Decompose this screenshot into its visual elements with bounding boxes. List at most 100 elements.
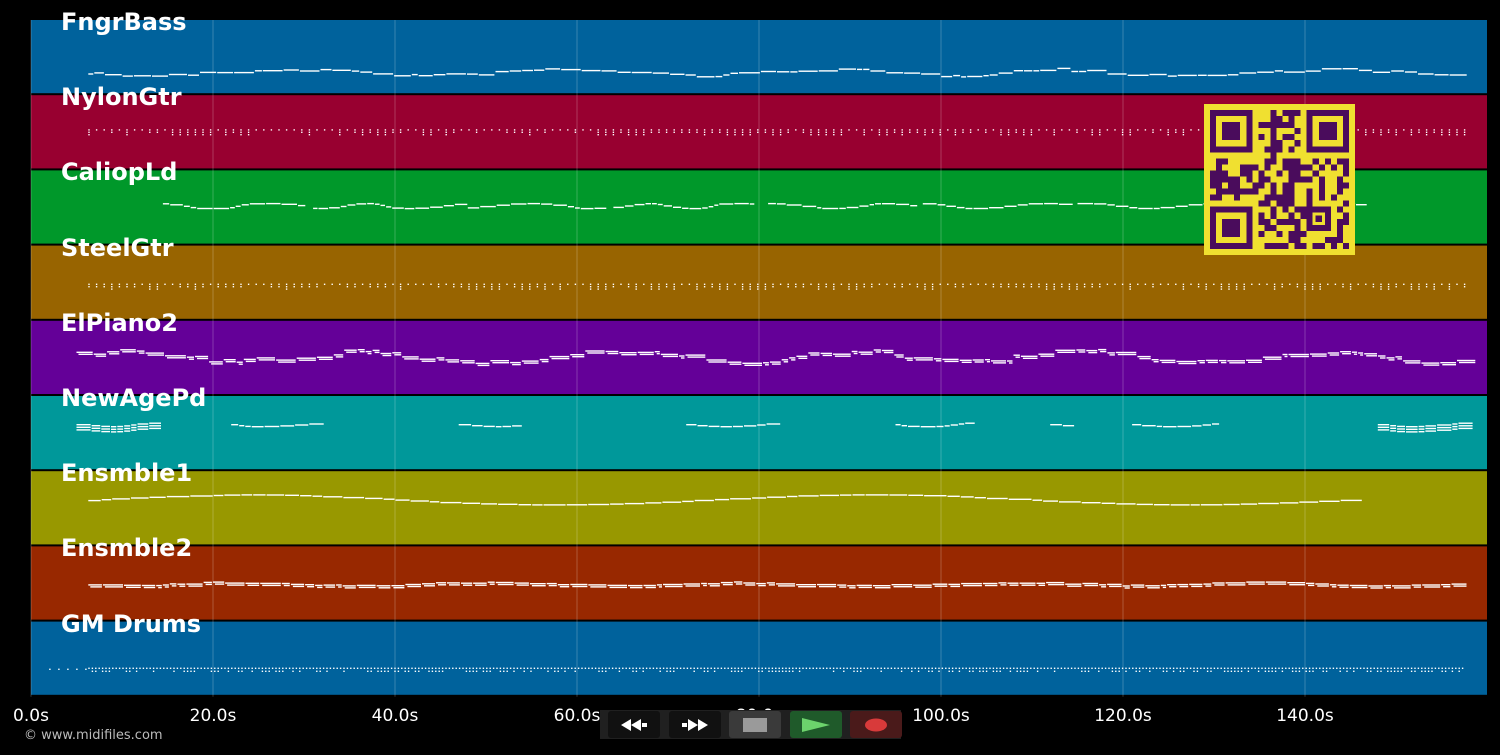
midi-note	[605, 131, 607, 133]
midi-note	[802, 286, 805, 288]
midi-note	[1013, 70, 1024, 72]
midi-note	[741, 283, 744, 285]
midi-note	[989, 667, 991, 669]
midi-note	[438, 670, 440, 672]
midi-note	[190, 206, 197, 209]
midi-note	[326, 670, 328, 672]
midi-note	[1251, 667, 1253, 669]
midi-note	[133, 283, 136, 285]
midi-note	[1418, 283, 1420, 285]
midi-note	[893, 283, 896, 285]
midi-note	[761, 670, 763, 672]
midi-note	[1138, 670, 1141, 672]
midi-note	[1336, 667, 1338, 669]
midi-note	[682, 500, 694, 503]
midi-note	[1186, 667, 1188, 669]
rewind-button[interactable]	[608, 711, 660, 738]
midi-note	[1365, 129, 1367, 131]
midi-note	[404, 207, 415, 210]
midi-note	[422, 134, 425, 136]
midi-note	[1329, 584, 1337, 586]
midi-note	[1437, 424, 1452, 426]
midi-note	[1172, 667, 1175, 669]
midi-note	[1109, 585, 1122, 588]
midi-note	[1107, 352, 1115, 354]
midi-note	[625, 667, 627, 669]
midi-note	[301, 283, 303, 285]
midi-note	[225, 286, 227, 288]
track-lane	[31, 621, 1487, 695]
midi-note	[893, 131, 896, 133]
midi-note	[852, 494, 865, 496]
midi-note	[916, 286, 919, 288]
midi-note	[549, 355, 570, 358]
midi-note	[312, 667, 315, 669]
midi-note	[901, 425, 907, 427]
midi-note	[101, 428, 110, 430]
midi-note	[1458, 667, 1460, 669]
midi-note	[1334, 283, 1337, 285]
midi-note	[1284, 71, 1305, 73]
fast-forward-button[interactable]	[668, 711, 721, 738]
midi-note	[1240, 503, 1258, 505]
midi-note	[756, 582, 766, 585]
midi-note	[632, 670, 634, 672]
midi-note	[766, 423, 781, 425]
midi-note	[975, 667, 978, 669]
midi-note	[1200, 667, 1202, 669]
midi-note	[611, 667, 614, 669]
midi-note	[342, 585, 356, 587]
midi-note	[605, 129, 607, 131]
midi-note	[730, 670, 733, 672]
midi-note	[778, 670, 780, 672]
midi-note	[1403, 360, 1421, 362]
midi-note	[382, 354, 392, 357]
midi-note	[190, 667, 192, 669]
midi-note	[475, 283, 478, 285]
midi-note	[305, 667, 308, 669]
record-button[interactable]	[850, 711, 902, 738]
midi-note	[1441, 134, 1443, 136]
midi-note	[1129, 131, 1131, 133]
midi-note	[734, 134, 736, 136]
midi-note	[1061, 129, 1063, 131]
midi-note	[772, 129, 774, 131]
midi-note	[173, 667, 175, 669]
midi-note	[1431, 670, 1433, 672]
midi-note	[1331, 586, 1337, 588]
midi-note	[931, 288, 934, 290]
midi-note	[810, 131, 812, 133]
midi-note	[377, 670, 379, 672]
midi-note	[1441, 667, 1443, 669]
midi-note	[1418, 428, 1425, 430]
midi-note	[232, 131, 235, 133]
midi-note	[734, 670, 736, 672]
midi-note	[347, 204, 356, 206]
midi-note	[1448, 283, 1451, 285]
midi-note	[298, 359, 316, 361]
midi-note	[232, 129, 235, 131]
midi-note	[135, 667, 138, 669]
midi-note	[437, 286, 440, 288]
midi-note	[1023, 129, 1025, 131]
midi-note	[726, 131, 729, 133]
midi-note	[88, 131, 90, 133]
midi-note	[622, 667, 624, 669]
midi-note	[1319, 500, 1340, 502]
midi-note	[305, 584, 315, 586]
stop-button[interactable]	[729, 711, 781, 738]
midi-note	[1400, 670, 1403, 672]
midi-note	[329, 667, 332, 669]
midi-note	[1038, 584, 1046, 586]
midi-note	[656, 667, 658, 669]
midi-note	[1458, 422, 1473, 424]
midi-note	[271, 667, 274, 669]
play-button[interactable]	[789, 711, 842, 738]
midi-note	[703, 584, 707, 587]
midi-note	[734, 667, 736, 669]
midi-note	[719, 129, 721, 131]
midi-note	[278, 286, 280, 288]
midi-note	[785, 667, 787, 669]
midi-note	[1019, 582, 1036, 584]
midi-note	[650, 283, 653, 285]
